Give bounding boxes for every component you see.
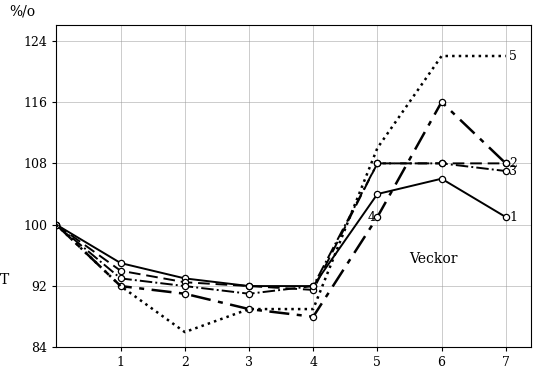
Text: Veckor: Veckor <box>410 252 458 266</box>
Text: %/o: %/o <box>9 5 35 19</box>
Text: 2: 2 <box>509 157 517 170</box>
Text: 3: 3 <box>509 165 517 177</box>
Text: 4: 4 <box>368 210 376 224</box>
Text: 5: 5 <box>509 50 517 63</box>
Text: 1: 1 <box>509 210 517 224</box>
Text: T: T <box>0 273 9 287</box>
